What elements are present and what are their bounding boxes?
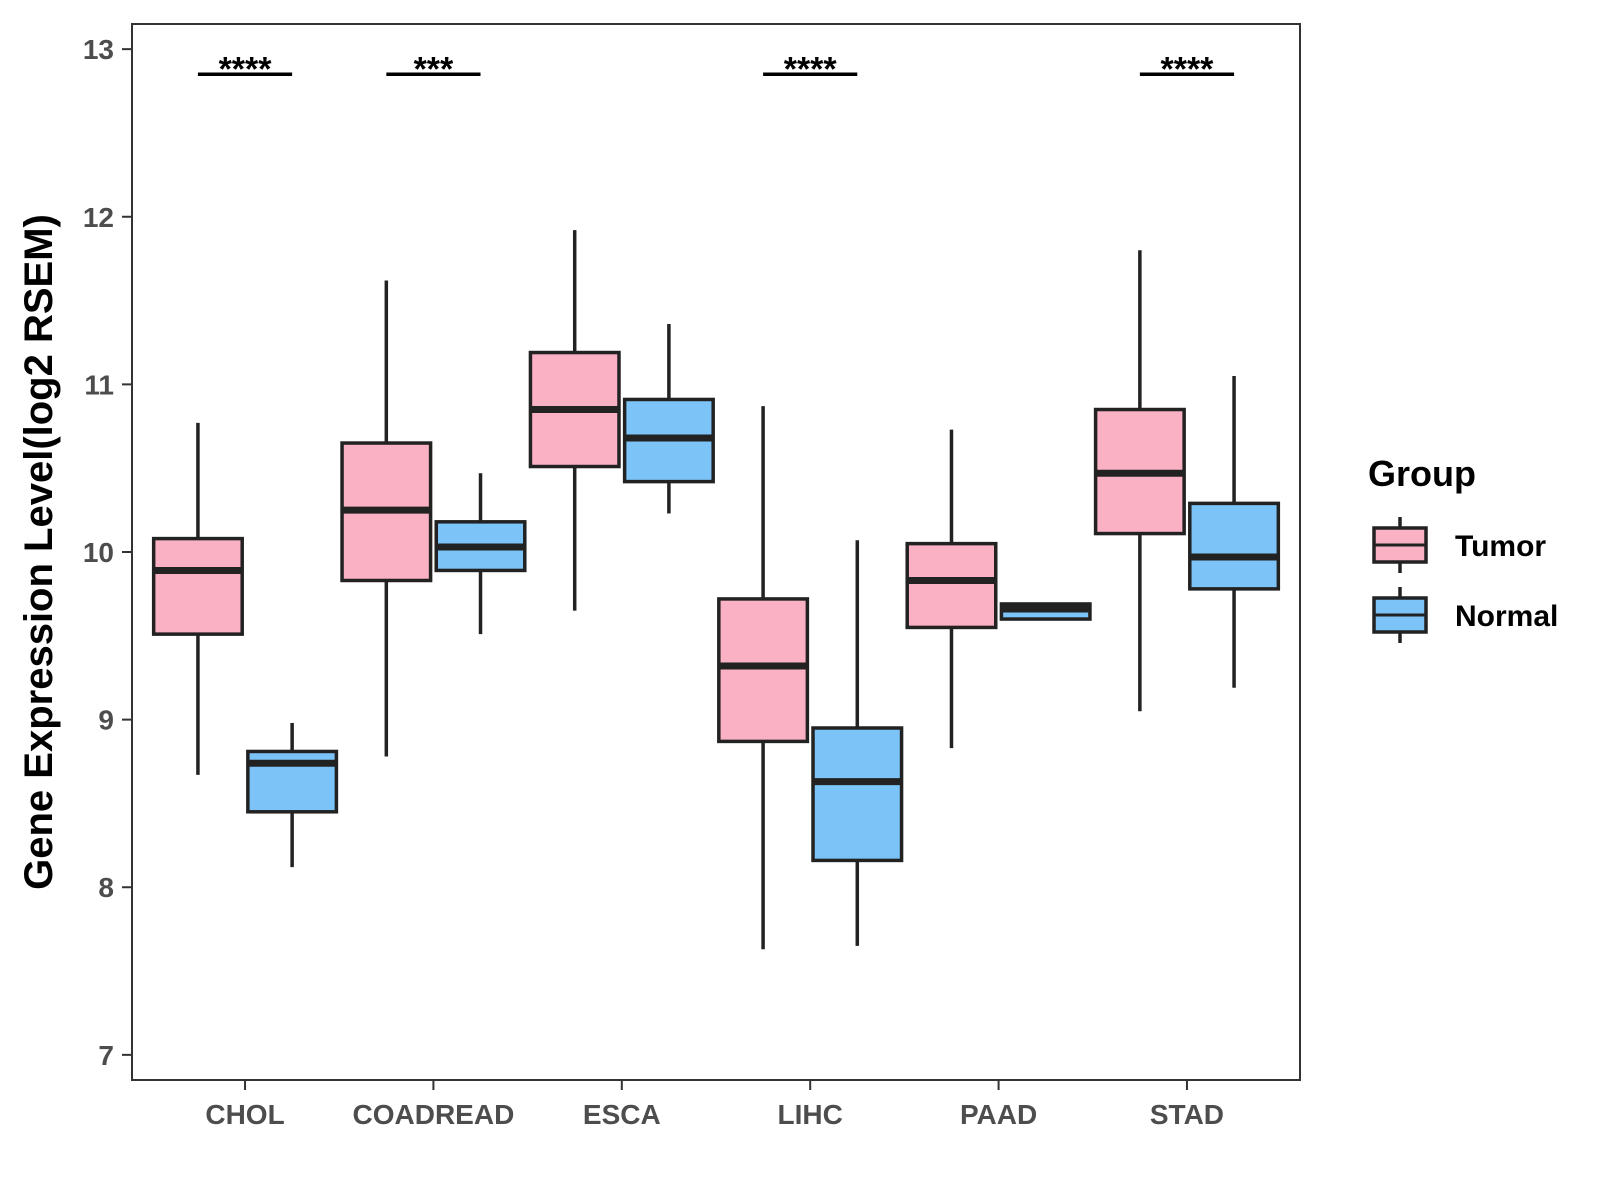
box-tumor-lihc bbox=[717, 406, 810, 950]
x-tick-label: CHOL bbox=[205, 1099, 284, 1130]
y-tick-label: 9 bbox=[98, 705, 114, 736]
legend-key-tumor bbox=[1372, 517, 1428, 573]
y-tick-label: 8 bbox=[98, 872, 114, 903]
x-tick-label: LIHC bbox=[778, 1099, 843, 1130]
y-axis: 7 8 9 10 11 12 13 bbox=[83, 34, 132, 1071]
significance-label: *** bbox=[414, 50, 454, 88]
box-tumor-paad bbox=[905, 429, 998, 749]
legend-title: Group bbox=[1368, 453, 1476, 494]
x-tick-label: ESCA bbox=[583, 1099, 661, 1130]
box-body bbox=[811, 726, 904, 863]
legend-key-normal bbox=[1372, 587, 1428, 643]
legend: Group Tumor Normal bbox=[1368, 453, 1558, 643]
box-normal-lihc bbox=[811, 540, 904, 946]
x-tick-label: STAD bbox=[1150, 1099, 1224, 1130]
box-normal-chol bbox=[246, 722, 339, 868]
box-body bbox=[1188, 501, 1281, 591]
y-tick-label: 11 bbox=[84, 369, 114, 400]
box-tumor-coadread bbox=[340, 280, 433, 757]
box-body bbox=[151, 536, 244, 636]
box-tumor-chol bbox=[151, 422, 244, 775]
boxes-layer bbox=[151, 230, 1281, 950]
box-tumor-stad bbox=[1093, 250, 1186, 712]
box-body bbox=[717, 597, 810, 744]
significance-label: **** bbox=[219, 50, 273, 88]
legend-label-tumor: Tumor bbox=[1455, 530, 1546, 563]
box-normal-paad bbox=[999, 602, 1092, 621]
y-tick-label: 10 bbox=[83, 537, 114, 568]
box-normal-coadread bbox=[434, 473, 527, 635]
box-normal-esca bbox=[622, 324, 715, 514]
y-tick-label: 13 bbox=[83, 34, 114, 65]
x-tick-label: PAAD bbox=[960, 1099, 1037, 1130]
significance-layer: **** *** **** **** bbox=[197, 50, 1235, 88]
box-tumor-esca bbox=[528, 230, 621, 611]
legend-label-normal: Normal bbox=[1455, 600, 1558, 633]
significance-label: **** bbox=[784, 50, 838, 88]
y-tick-label: 12 bbox=[83, 202, 114, 233]
box-body bbox=[905, 541, 998, 630]
y-tick-label: 7 bbox=[98, 1040, 114, 1071]
plot-panel bbox=[131, 23, 1301, 1081]
significance-label: **** bbox=[1160, 50, 1214, 88]
box-normal-stad bbox=[1188, 376, 1281, 688]
y-axis-title: Gene Expression Level(log2 RSEM) bbox=[17, 214, 61, 890]
x-axis: CHOL COADREAD ESCA LIHC PAAD STAD bbox=[205, 1080, 1224, 1130]
x-tick-label: COADREAD bbox=[353, 1099, 515, 1130]
